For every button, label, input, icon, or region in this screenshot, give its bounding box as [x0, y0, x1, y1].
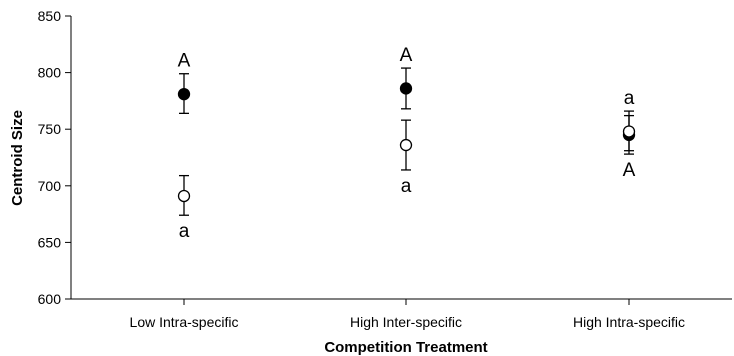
axes	[70, 16, 732, 300]
filled-data-point	[177, 87, 191, 101]
open-data-point	[399, 138, 413, 152]
y-ticks: 600 650 700 750 800 850	[38, 8, 71, 307]
y-axis-title: Centroid Size	[9, 110, 26, 206]
x-ticks: Low Intra-specific High Inter-specific Hig…	[130, 299, 685, 330]
y-tick-label: 800	[38, 65, 62, 81]
x-category-label: High Intra-specific	[573, 314, 685, 330]
significance-letter: A	[623, 160, 636, 181]
x-category-label: Low Intra-specific	[130, 314, 239, 330]
x-category-label: High Inter-specific	[350, 314, 462, 330]
open-data-point	[622, 125, 636, 138]
significance-letter: A	[400, 45, 413, 66]
data-points	[177, 82, 636, 203]
y-tick-label: 750	[38, 121, 62, 137]
filled-data-point	[399, 82, 413, 95]
significance-letter: a	[401, 176, 412, 197]
significance-letters: A A Aa a a	[178, 45, 636, 242]
y-tick-label: 650	[38, 234, 62, 250]
y-tick-label: 600	[38, 291, 62, 307]
open-data-point	[177, 189, 191, 203]
significance-letter: A	[178, 51, 191, 72]
y-tick-label: 850	[38, 8, 62, 24]
x-axis-title: Competition Treatment	[324, 339, 487, 356]
y-tick-label: 700	[38, 178, 62, 194]
significance-letter: a	[624, 88, 635, 109]
significance-letter: a	[179, 221, 190, 242]
